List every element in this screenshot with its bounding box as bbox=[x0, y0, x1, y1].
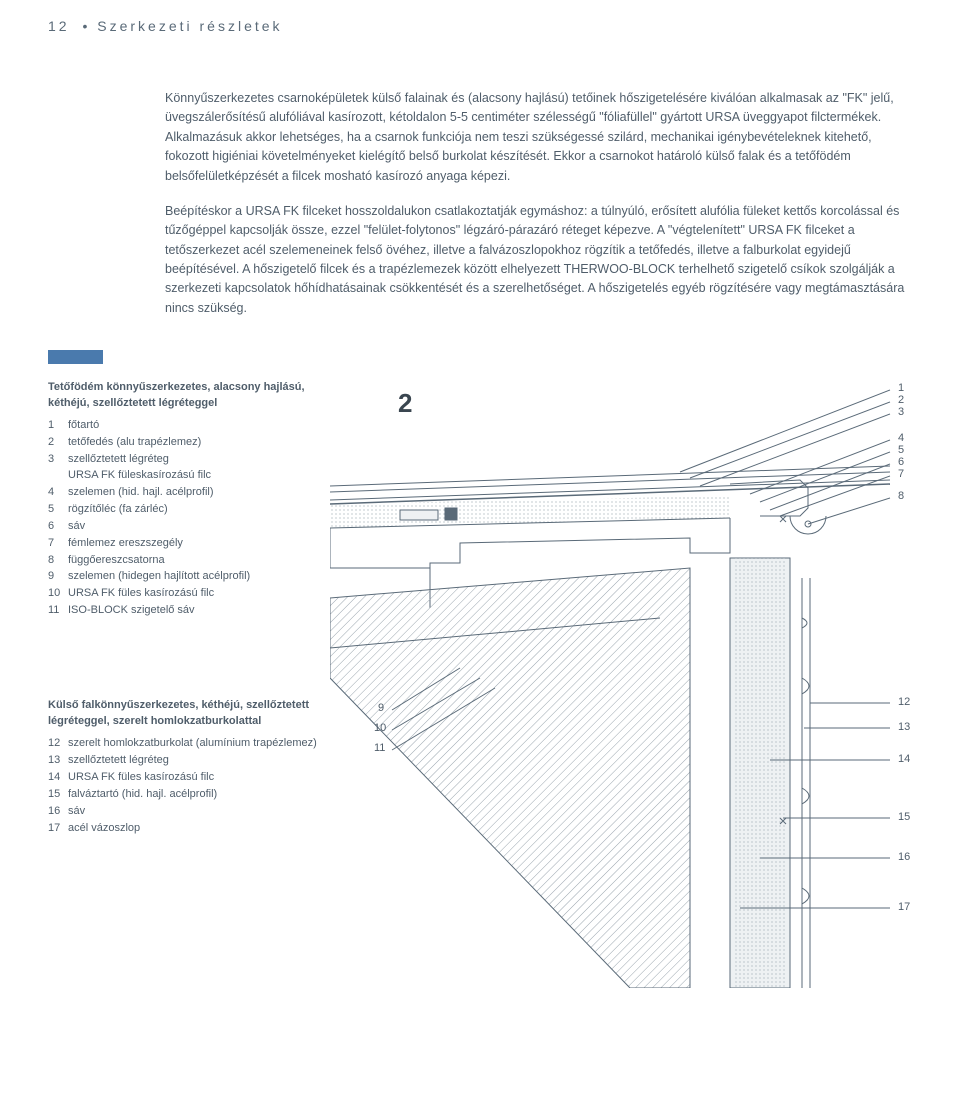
legend-item: 5rögzítőléc (fa zárléc) bbox=[48, 502, 318, 518]
legend-wall-items: 12szerelt homlokzatburkolat (alumínium t… bbox=[48, 736, 318, 837]
callout-9: 9 bbox=[378, 702, 384, 714]
legend-item-text: sáv bbox=[68, 519, 318, 535]
legend-item: 7fémlemez ereszszegély bbox=[48, 536, 318, 552]
legend-item: 3szellőztetett légréteg URSA FK füleskas… bbox=[48, 452, 318, 484]
legend-item-number: 3 bbox=[48, 452, 68, 484]
diagram-big-label: 2 bbox=[398, 388, 412, 419]
legend-item-text: szelemen (hidegen hajlított acélprofil) bbox=[68, 569, 318, 585]
legend-item-number: 10 bbox=[48, 586, 68, 602]
callout-13: 13 bbox=[898, 721, 910, 733]
legend-item: 11ISO-BLOCK szigetelő sáv bbox=[48, 603, 318, 619]
legend-wall-title: Külső falkönnyűszerkezetes, kéthéjú, sze… bbox=[48, 698, 318, 730]
legend-item: 2tetőfedés (alu trapézlemez) bbox=[48, 435, 318, 451]
legend-item: 13szellőztetett légréteg bbox=[48, 753, 318, 769]
callout-10: 10 bbox=[374, 722, 386, 734]
page-number: 12 bbox=[48, 18, 70, 34]
callout-2: 2 bbox=[898, 394, 904, 406]
diagram-svg bbox=[330, 368, 940, 988]
legend-item-number: 14 bbox=[48, 770, 68, 786]
legend-item-text: rögzítőléc (fa zárléc) bbox=[68, 502, 318, 518]
bullet: • bbox=[82, 18, 90, 34]
legend-item-text: URSA FK füles kasírozású filc bbox=[68, 586, 318, 602]
legend-item-text: acél vázoszlop bbox=[68, 821, 318, 837]
legend-item-text: URSA FK füles kasírozású filc bbox=[68, 770, 318, 786]
callout-8: 8 bbox=[898, 490, 904, 502]
callout-14: 14 bbox=[898, 753, 910, 765]
legend-item: 17acél vázoszlop bbox=[48, 821, 318, 837]
legend-item: 1főtartó bbox=[48, 418, 318, 434]
legend-item: 4szelemen (hid. hajl. acélprofil) bbox=[48, 485, 318, 501]
legend-item-number: 11 bbox=[48, 603, 68, 619]
legend-item-text: szerelt homlokzatburkolat (alumínium tra… bbox=[68, 736, 318, 752]
callout-11: 11 bbox=[374, 742, 385, 754]
legend-item: 10URSA FK füles kasírozású filc bbox=[48, 586, 318, 602]
legend-wall: Külső falkönnyűszerkezetes, kéthéjú, sze… bbox=[48, 698, 318, 838]
callout-5: 5 bbox=[898, 444, 904, 456]
legend-item-text: ISO-BLOCK szigetelő sáv bbox=[68, 603, 318, 619]
callout-15: 15 bbox=[898, 811, 910, 823]
legend-item-number: 1 bbox=[48, 418, 68, 434]
legend-item-text: falváztartó (hid. hajl. acélprofil) bbox=[68, 787, 318, 803]
legend-item-text: főtartó bbox=[68, 418, 318, 434]
callout-4: 4 bbox=[898, 432, 904, 444]
technical-diagram: 2 bbox=[330, 368, 940, 988]
legend-item-text: szellőztetett légréteg URSA FK füleskasí… bbox=[68, 452, 318, 484]
legend-item: 8függőereszcsatorna bbox=[48, 553, 318, 569]
legend-item-text: szellőztetett légréteg bbox=[68, 753, 318, 769]
callout-1: 1 bbox=[898, 382, 904, 394]
legend-item-number: 12 bbox=[48, 736, 68, 752]
legend-item-number: 8 bbox=[48, 553, 68, 569]
legend-item-number: 17 bbox=[48, 821, 68, 837]
paragraph-1: Könnyűszerkezetes csarnoképületek külső … bbox=[165, 89, 912, 186]
legend-item: 6sáv bbox=[48, 519, 318, 535]
page-header: 12 • Szerkezeti részletek bbox=[0, 0, 960, 34]
callout-17: 17 bbox=[898, 901, 910, 913]
legend-item-number: 15 bbox=[48, 787, 68, 803]
legend-item: 15falváztartó (hid. hajl. acélprofil) bbox=[48, 787, 318, 803]
callout-12: 12 bbox=[898, 696, 910, 708]
legend-item: 12szerelt homlokzatburkolat (alumínium t… bbox=[48, 736, 318, 752]
legend-item-text: sáv bbox=[68, 804, 318, 820]
blue-tab bbox=[48, 350, 103, 364]
callout-7: 7 bbox=[898, 468, 904, 480]
paragraph-2: Beépítéskor a URSA FK filceket hosszolda… bbox=[165, 202, 912, 318]
legend-item-number: 16 bbox=[48, 804, 68, 820]
body-text: Könnyűszerkezetes csarnoképületek külső … bbox=[0, 34, 960, 318]
legend-item: 14URSA FK füles kasírozású filc bbox=[48, 770, 318, 786]
legend-item-number: 9 bbox=[48, 569, 68, 585]
legend-item-number: 7 bbox=[48, 536, 68, 552]
legend-item: 9szelemen (hidegen hajlított acélprofil) bbox=[48, 569, 318, 585]
callout-6: 6 bbox=[898, 456, 904, 468]
legend-item-number: 2 bbox=[48, 435, 68, 451]
legend-item-text: fémlemez ereszszegély bbox=[68, 536, 318, 552]
legend-item-number: 5 bbox=[48, 502, 68, 518]
legend-item-number: 4 bbox=[48, 485, 68, 501]
legend-roof-title: Tetőfödém könnyűszerkezetes, alacsony ha… bbox=[48, 380, 318, 412]
legend-roof: Tetőfödém könnyűszerkezetes, alacsony ha… bbox=[48, 380, 318, 620]
legend-item-text: függőereszcsatorna bbox=[68, 553, 318, 569]
legend-item-number: 13 bbox=[48, 753, 68, 769]
legend-item-number: 6 bbox=[48, 519, 68, 535]
legend-item: 16sáv bbox=[48, 804, 318, 820]
legend-item-text: szelemen (hid. hajl. acélprofil) bbox=[68, 485, 318, 501]
callout-3: 3 bbox=[898, 406, 904, 418]
page-title: Szerkezeti részletek bbox=[97, 18, 282, 34]
callout-16: 16 bbox=[898, 851, 910, 863]
legend-item-text: tetőfedés (alu trapézlemez) bbox=[68, 435, 318, 451]
legend-roof-items: 1főtartó2tetőfedés (alu trapézlemez)3sze… bbox=[48, 418, 318, 619]
